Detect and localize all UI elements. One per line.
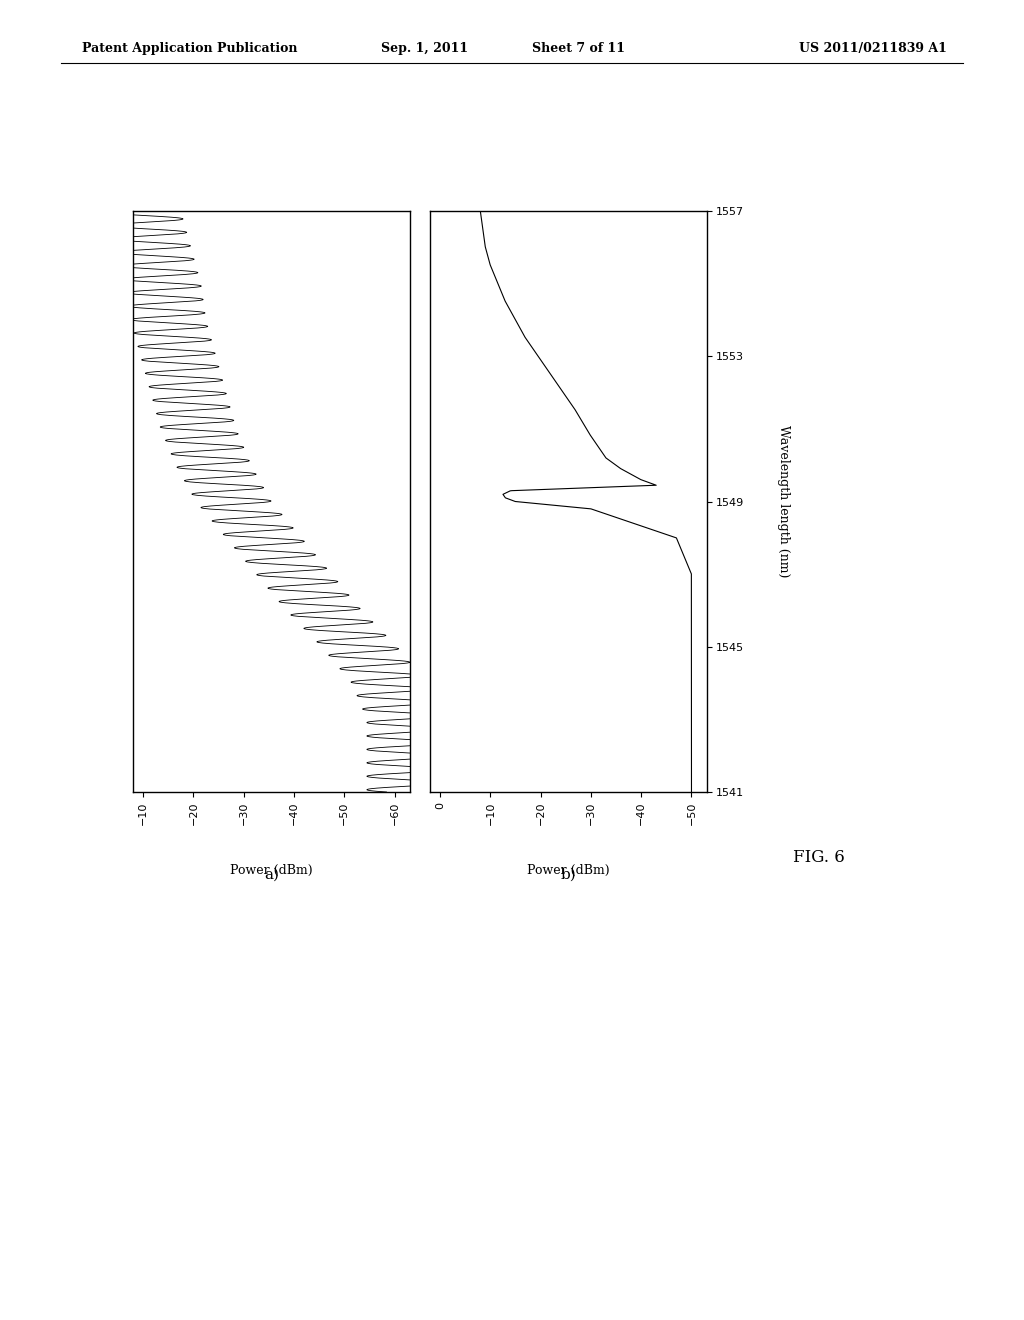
- Text: FIG. 6: FIG. 6: [794, 850, 845, 866]
- Text: b): b): [560, 867, 577, 882]
- Text: Patent Application Publication: Patent Application Publication: [82, 42, 297, 55]
- Text: US 2011/0211839 A1: US 2011/0211839 A1: [800, 42, 947, 55]
- Text: Sheet 7 of 11: Sheet 7 of 11: [532, 42, 625, 55]
- X-axis label: Power (dBm): Power (dBm): [230, 865, 312, 876]
- Text: Sep. 1, 2011: Sep. 1, 2011: [381, 42, 469, 55]
- X-axis label: Power (dBm): Power (dBm): [527, 865, 609, 876]
- Text: a): a): [264, 867, 279, 882]
- Text: Wavelength length (nm): Wavelength length (nm): [777, 425, 790, 578]
